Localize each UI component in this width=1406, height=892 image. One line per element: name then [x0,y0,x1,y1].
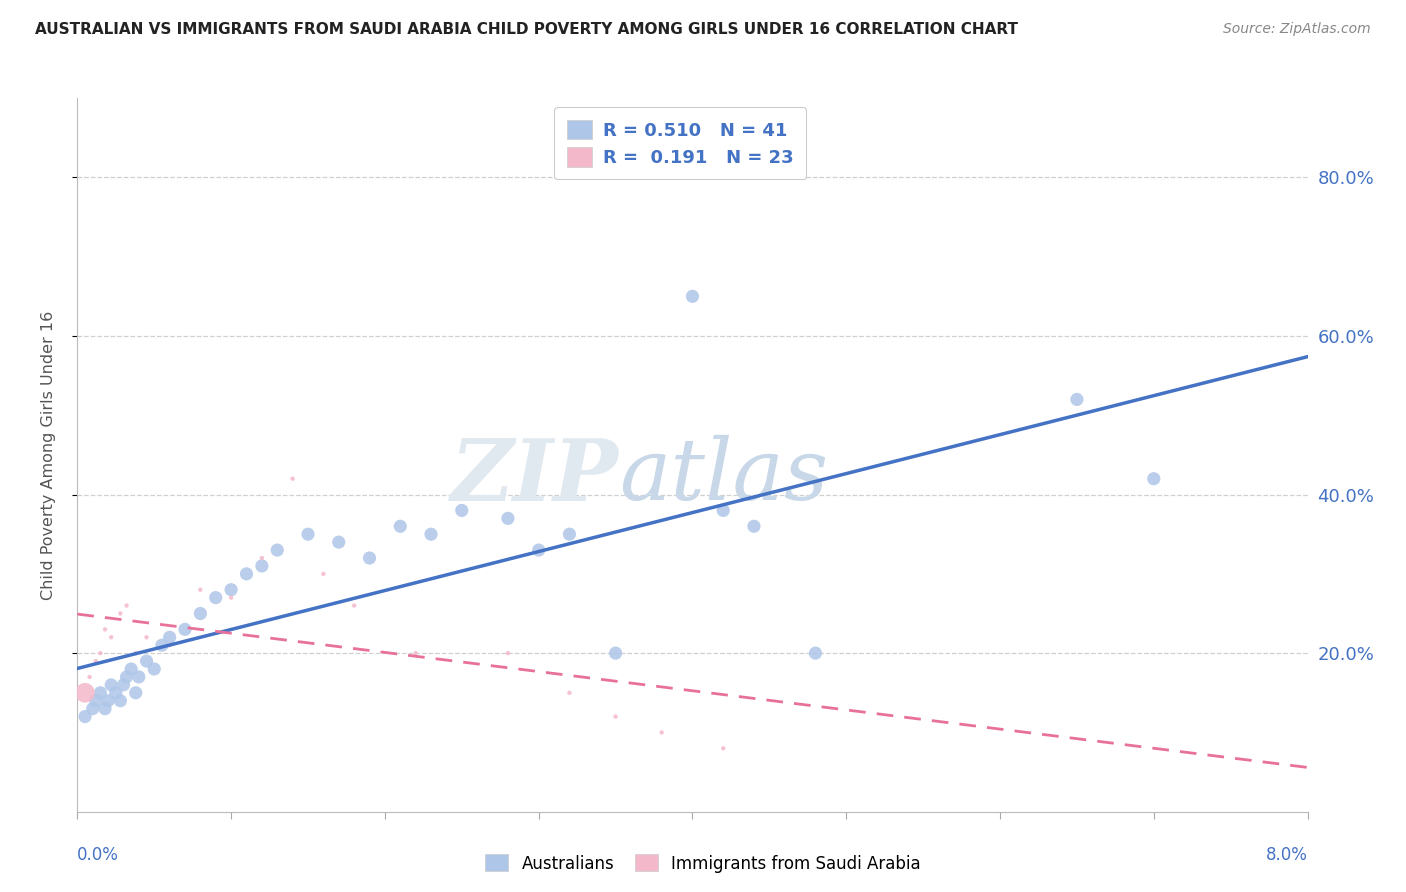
Text: atlas: atlas [619,435,828,517]
Point [297,527,319,541]
Text: Source: ZipAtlas.com: Source: ZipAtlas.com [1223,22,1371,37]
Y-axis label: Child Poverty Among Girls Under 16: Child Poverty Among Girls Under 16 [42,310,56,599]
Point [651,725,673,739]
Point [605,709,627,723]
Point [219,582,242,597]
Legend: Australians, Immigrants from Saudi Arabia: Australians, Immigrants from Saudi Arabi… [478,847,928,880]
Text: AUSTRALIAN VS IMMIGRANTS FROM SAUDI ARABIA CHILD POVERTY AMONG GIRLS UNDER 16 CO: AUSTRALIAN VS IMMIGRANTS FROM SAUDI ARAB… [35,22,1018,37]
Point [450,503,472,517]
Text: 8.0%: 8.0% [1265,846,1308,863]
Point [115,670,138,684]
Point [250,551,273,566]
Legend: R = 0.510   N = 41, R =  0.191   N = 23: R = 0.510 N = 41, R = 0.191 N = 23 [554,107,807,179]
Point [89,686,111,700]
Point [89,646,111,660]
Point [73,709,96,723]
Point [343,599,366,613]
Point [496,511,519,525]
Point [143,662,166,676]
Point [94,623,117,637]
Point [100,678,122,692]
Point [312,566,335,581]
Point [219,591,242,605]
Point [84,654,107,668]
Point [115,599,138,613]
Point [328,535,350,549]
Point [1143,472,1166,486]
Point [558,686,581,700]
Point [79,670,101,684]
Point [100,630,122,644]
Point [110,694,132,708]
Point [110,607,132,621]
Point [711,503,734,517]
Text: ZIP: ZIP [451,434,619,518]
Point [150,638,173,652]
Point [159,638,181,652]
Point [605,646,627,660]
Point [804,646,827,660]
Point [84,694,107,708]
Point [558,527,581,541]
Point [711,741,734,756]
Point [94,701,117,715]
Point [82,701,104,715]
Point [190,607,212,621]
Point [159,630,181,644]
Text: 0.0%: 0.0% [77,846,120,863]
Point [125,646,148,660]
Point [120,662,142,676]
Point [104,686,127,700]
Point [128,670,150,684]
Point [742,519,765,533]
Point [112,678,135,692]
Point [389,519,412,533]
Point [125,686,148,700]
Point [135,630,157,644]
Point [266,543,288,558]
Point [496,646,519,660]
Point [359,551,381,566]
Point [250,558,273,573]
Point [405,646,427,660]
Point [420,527,443,541]
Point [97,694,120,708]
Point [281,472,304,486]
Point [1066,392,1088,407]
Point [73,686,96,700]
Point [204,591,226,605]
Point [682,289,704,303]
Point [235,566,257,581]
Point [190,582,212,597]
Point [527,543,550,558]
Point [174,623,197,637]
Point [135,654,157,668]
